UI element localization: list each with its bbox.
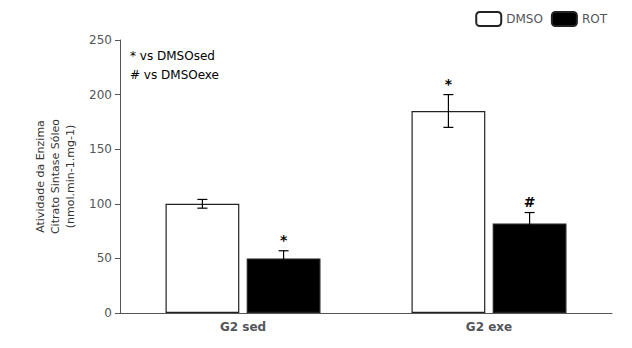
svg-text:250: 250 [89, 33, 112, 47]
svg-text:#: # [524, 194, 536, 210]
svg-text:Citrato Sintase Sóleo: Citrato Sintase Sóleo [49, 119, 62, 234]
svg-text:0: 0 [104, 306, 112, 320]
svg-text:200: 200 [89, 88, 112, 102]
svg-text:*: * [280, 232, 288, 248]
svg-text:100: 100 [89, 197, 112, 211]
svg-text:ROT: ROT [582, 12, 608, 26]
svg-text:50: 50 [97, 251, 112, 265]
svg-text:# vs DMSOexe: # vs DMSOexe [130, 68, 219, 82]
svg-text:*: * [445, 76, 453, 92]
svg-text:150: 150 [89, 142, 112, 156]
svg-text:(nmol.min-1.mg-1): (nmol.min-1.mg-1) [64, 125, 77, 228]
svg-text:Atividade da Enzima: Atividade da Enzima [34, 120, 47, 233]
svg-text:G2 exe: G2 exe [466, 320, 512, 334]
svg-text:DMSO: DMSO [506, 12, 543, 26]
svg-text:G2 sed: G2 sed [220, 320, 266, 334]
svg-text:* vs DMSOsed: * vs DMSOsed [130, 49, 215, 63]
